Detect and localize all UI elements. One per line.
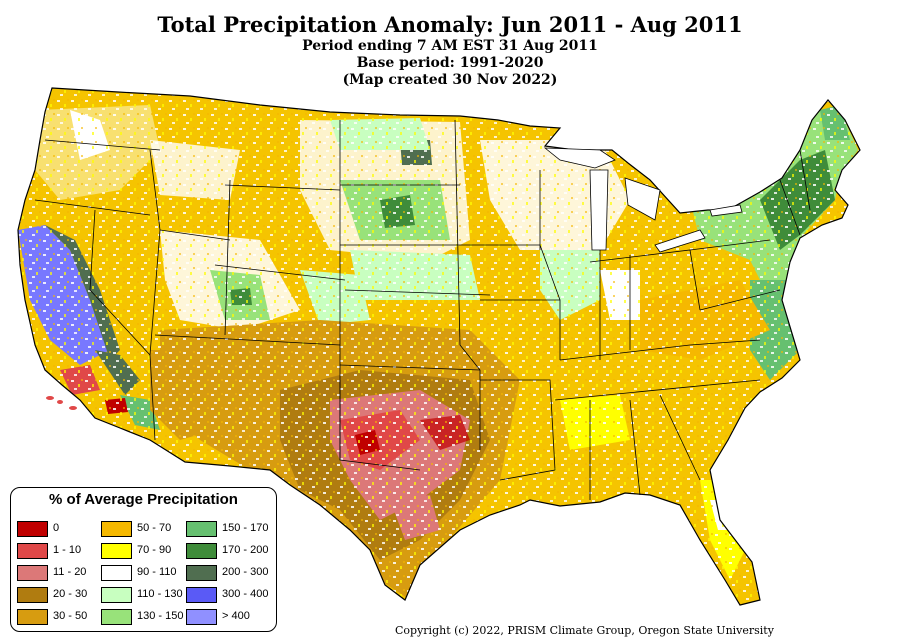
legend-swatch	[101, 543, 132, 559]
legend-swatch	[17, 609, 48, 625]
legend-label: 170 - 200	[222, 544, 269, 556]
us-outline	[17, 87, 861, 606]
legend-swatch	[186, 587, 217, 603]
subtitle-base-period: Base period: 1991-2020	[356, 55, 544, 71]
legend-swatch	[101, 565, 132, 581]
map-titles: Total Precipitation Anomaly: Jun 2011 - …	[0, 12, 900, 89]
subtitle-period: Period ending 7 AM EST 31 Aug 2011	[302, 38, 598, 54]
legend-label: 50 - 70	[137, 522, 172, 534]
legend-label: 300 - 400	[222, 588, 269, 600]
great-lakes	[543, 147, 743, 253]
legend-label: 20 - 30	[53, 588, 88, 600]
legend-label: > 400	[222, 610, 250, 622]
legend-title: % of Average Precipitation	[49, 491, 238, 508]
legend-swatch	[17, 587, 48, 603]
legend-swatch	[186, 543, 217, 559]
legend-label: 90 - 110	[137, 566, 177, 578]
legend-label: 130 - 150	[137, 610, 184, 622]
legend-swatch	[186, 609, 217, 625]
legend-label: 0	[53, 522, 60, 534]
legend-swatch	[17, 521, 48, 537]
legend-swatch	[101, 609, 132, 625]
legend-label: 1 - 10	[53, 544, 82, 556]
legend-swatch	[17, 543, 48, 559]
legend-label: 200 - 300	[222, 566, 269, 578]
legend: % of Average Precipitation 0 1 - 10 11 -…	[10, 487, 277, 632]
legend-label: 150 - 170	[222, 522, 269, 534]
map-title: Total Precipitation Anomaly: Jun 2011 - …	[157, 12, 743, 37]
copyright-notice: Copyright (c) 2022, PRISM Climate Group,…	[395, 624, 774, 637]
channel-islands	[46, 396, 77, 410]
legend-swatch	[186, 565, 217, 581]
legend-swatch	[17, 565, 48, 581]
subtitle-created: (Map created 30 Nov 2022)	[342, 72, 558, 88]
legend-label: 110 - 130	[137, 588, 183, 600]
legend-swatch	[101, 521, 132, 537]
legend-label: 30 - 50	[53, 610, 88, 622]
legend-swatch	[186, 521, 217, 537]
legend-label: 70 - 90	[137, 544, 172, 556]
state-boundaries	[34, 119, 811, 500]
legend-label: 11 - 20	[53, 566, 87, 578]
legend-swatch	[101, 587, 132, 603]
